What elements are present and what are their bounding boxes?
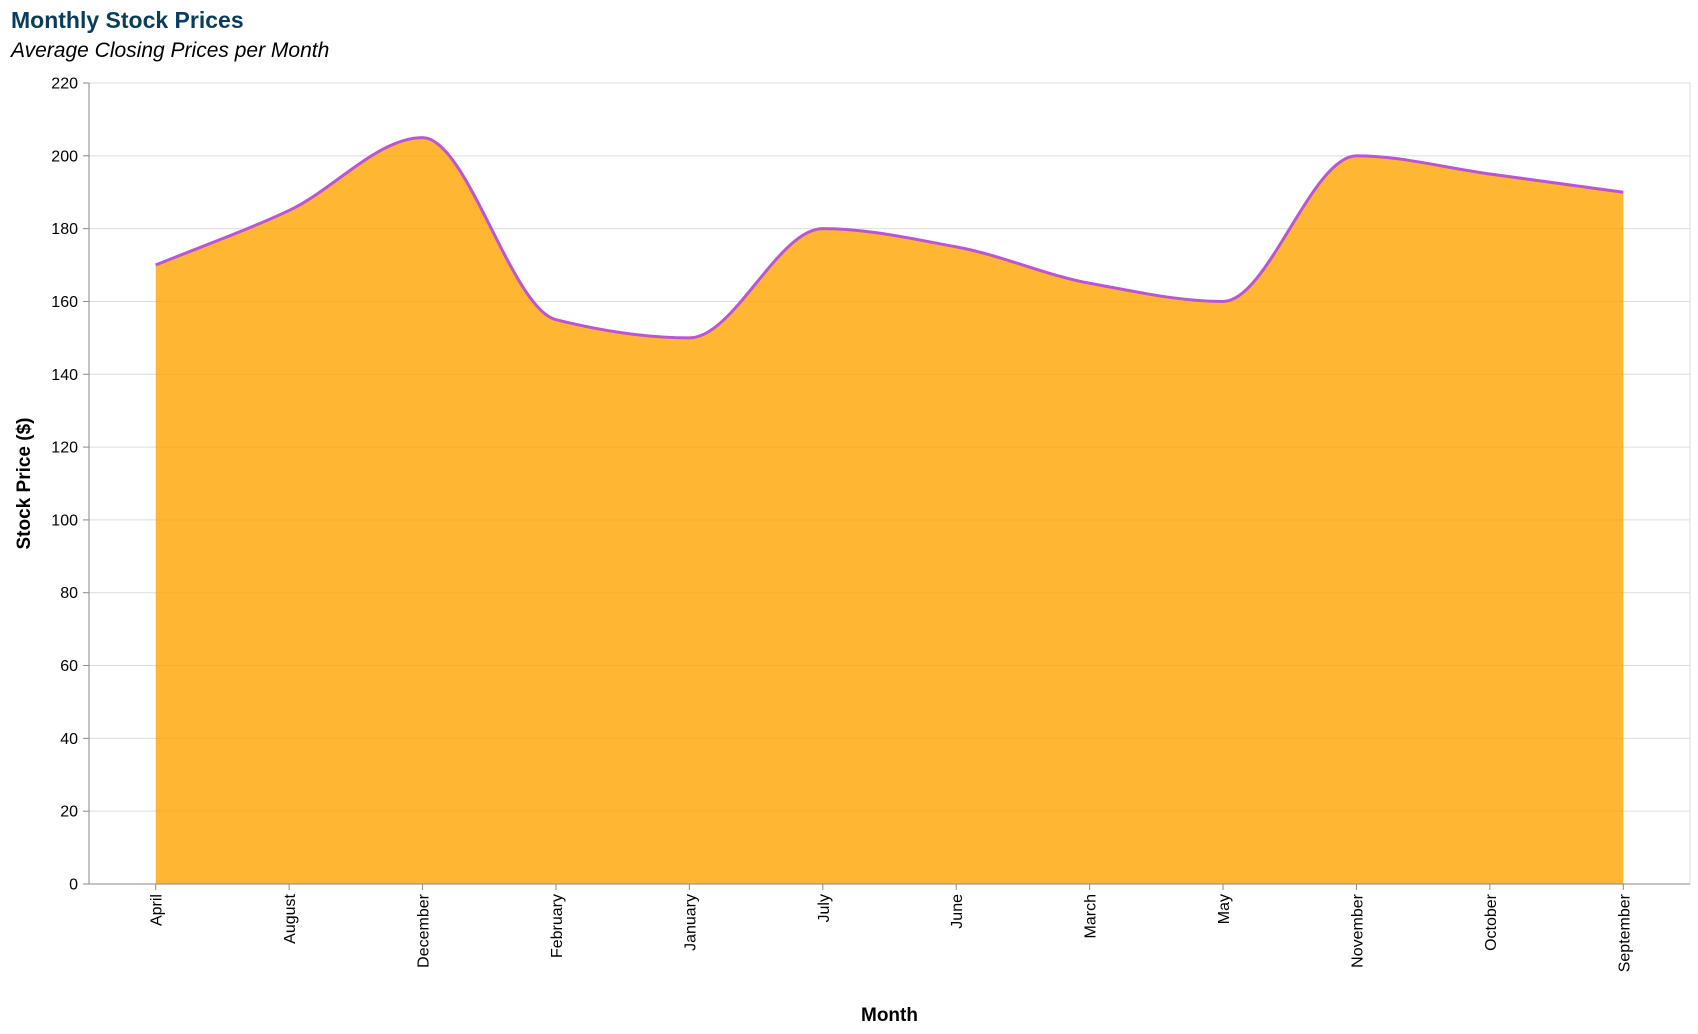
area-fill	[155, 137, 1624, 884]
y-tick-label: 120	[51, 440, 78, 457]
chart-subtitle: Average Closing Prices per Month	[11, 39, 330, 62]
x-tick-label: March	[1083, 894, 1100, 938]
y-tick-label: 0	[69, 877, 78, 894]
y-tick-label: 40	[60, 731, 78, 748]
y-tick-label: 80	[60, 585, 78, 602]
y-axis-title: Stock Price ($)	[14, 418, 35, 550]
y-tick-label: 20	[60, 804, 78, 821]
data-point-june	[954, 245, 958, 249]
axes: 0 20 40 60 80 100 120 140 160 180 200 220 April Augus…	[51, 76, 1690, 972]
x-tick-label: August	[282, 893, 299, 943]
data-point-september	[1621, 190, 1625, 194]
data-point-april	[154, 263, 158, 267]
x-tick-label: September	[1616, 893, 1633, 972]
y-tick-label: 200	[51, 148, 78, 165]
y-tick-label: 60	[60, 658, 78, 675]
x-tick-label: November	[1349, 893, 1366, 967]
area-layer	[154, 136, 1625, 884]
y-tick-label: 220	[51, 76, 78, 93]
x-tick-label: July	[816, 894, 833, 922]
data-point-october	[1488, 172, 1492, 176]
data-point-august	[287, 208, 291, 212]
data-point-january	[687, 336, 691, 340]
chart-title: Monthly Stock Prices	[11, 7, 244, 33]
y-tick-label: 100	[51, 512, 78, 529]
data-point-march	[1088, 281, 1092, 285]
y-tick-label: 180	[51, 221, 78, 238]
x-tick-label: October	[1483, 893, 1500, 951]
data-point-july	[821, 227, 825, 231]
x-tick-label: January	[682, 894, 699, 951]
y-tick-label: 160	[51, 294, 78, 311]
series-line	[155, 136, 1624, 340]
x-axis-title: Month	[861, 1005, 918, 1026]
x-tick-label: April	[149, 894, 166, 926]
data-point-may	[1221, 299, 1225, 303]
data-point-december	[421, 136, 425, 140]
x-tick-label: June	[949, 894, 966, 929]
y-tick-label: 140	[51, 367, 78, 384]
x-tick-label: December	[416, 893, 433, 967]
data-point-february	[554, 318, 558, 322]
x-tick-label: February	[549, 894, 566, 958]
x-tick-label: May	[1216, 894, 1233, 924]
data-point-november	[1354, 154, 1358, 158]
